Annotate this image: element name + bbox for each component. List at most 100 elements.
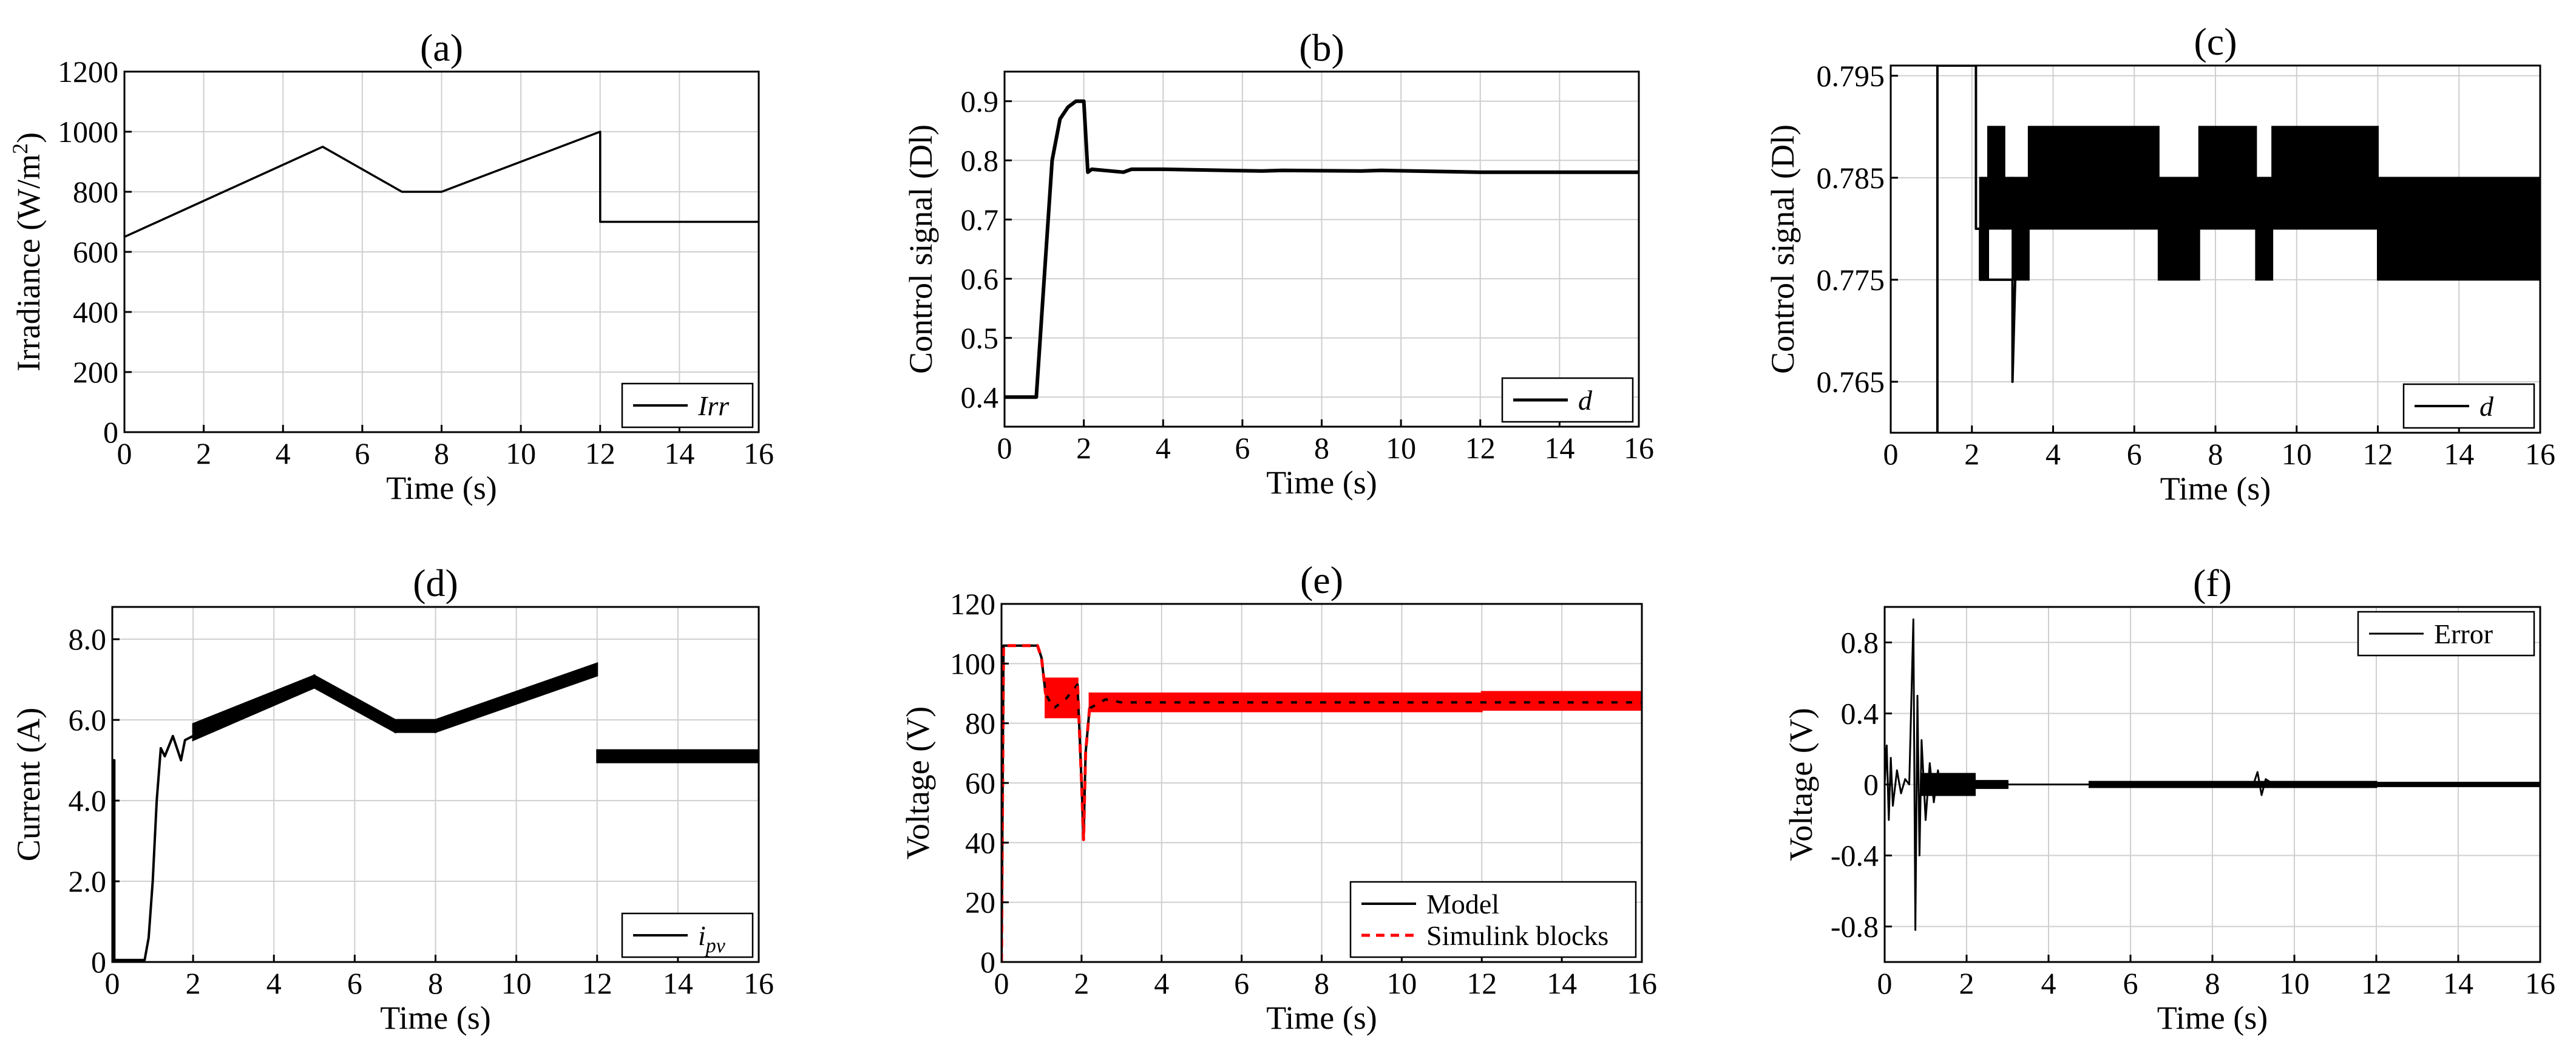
y-axis-label-sup: 2 <box>8 143 32 154</box>
chart-c: 0 2 4 6 8 10 12 14 16 0.765 0.775 0.785 0.795 (c) Time… <box>1764 20 2555 507</box>
x-tick-label: 0 <box>1883 437 1899 471</box>
x-tick-label: 6 <box>2127 437 2142 471</box>
data-layer <box>124 130 759 238</box>
x-axis-label: Time (s) <box>380 1000 491 1036</box>
x-tick-label: 16 <box>2525 966 2555 1000</box>
oscillation-band <box>1480 691 1642 711</box>
series-line-0 <box>124 130 759 238</box>
chart-b: 0 2 4 6 8 10 12 14 16 0.4 0.5 0.6 0.7 0.8 0.9 (b) Time (… <box>903 26 1654 501</box>
chart-f: 0 2 4 6 8 10 12 14 16 -0.8 -0.4 0 0.4 0.8 (f) Time (s) V… <box>1783 561 2555 1036</box>
y-axis-label-main: Current (A) <box>10 708 47 861</box>
legend-label-name: Irr <box>697 390 730 421</box>
x-tick-label: 14 <box>2443 966 2473 1000</box>
legend-label-name: d <box>1578 385 1593 416</box>
y-tick-label: 0.8 <box>1841 626 1879 660</box>
oscillation-band <box>435 662 598 734</box>
chart-title: (c) <box>2194 20 2237 63</box>
x-tick-label: 16 <box>2525 437 2555 471</box>
y-tick-label: 6.0 <box>69 703 107 737</box>
x-tick-label: 12 <box>582 966 612 1000</box>
y-tick-label: 60 <box>965 766 995 800</box>
x-tick-label: 14 <box>2444 437 2474 471</box>
y-axis-label: Control signal (Dl) <box>903 124 939 374</box>
chart-title: (b) <box>1299 26 1344 69</box>
oscillation-band <box>2157 177 2200 281</box>
y-tick-label: 20 <box>965 886 995 920</box>
y-tick-label: 1000 <box>58 115 118 149</box>
oscillation-band <box>596 749 759 764</box>
y-axis-label: Current (A) <box>10 708 47 861</box>
legend-label-0: Irr <box>697 390 730 421</box>
oscillation-band <box>2003 177 2014 230</box>
x-tick-label: 8 <box>2208 437 2223 471</box>
oscillation-band <box>2377 177 2540 281</box>
x-tick-label: 2 <box>196 436 211 470</box>
x-tick-label: 10 <box>506 436 536 470</box>
x-tick-label: 10 <box>1386 431 1416 465</box>
x-tick-label: 4 <box>266 966 282 1000</box>
chart-title: (a) <box>420 26 463 69</box>
x-tick-label: 6 <box>1235 431 1250 465</box>
legend-label-name: d <box>2479 391 2494 422</box>
x-tick-label: 8 <box>434 436 449 470</box>
y-tick-label: 0.8 <box>961 143 999 177</box>
legend-label-0: Error <box>2434 618 2493 649</box>
x-tick-label: 6 <box>347 966 362 1000</box>
x-tick-label: 4 <box>1156 431 1171 465</box>
x-tick-label: 2 <box>1959 966 1974 1000</box>
legend-label-name: Error <box>2434 618 2493 649</box>
y-tick-label: 0.6 <box>961 262 999 296</box>
data-layer <box>1936 66 2540 433</box>
y-tick-label: -0.8 <box>1831 910 1879 944</box>
y-tick-label: 0 <box>980 945 995 979</box>
series-line-0 <box>112 734 194 961</box>
y-tick-label: 0.4 <box>1841 697 1879 731</box>
chart-title: (d) <box>413 561 458 605</box>
x-tick-label: 10 <box>2279 966 2310 1000</box>
y-axis-label-main: Voltage (V) <box>900 706 936 859</box>
chart-title: (f) <box>2193 561 2232 605</box>
y-tick-label: 0 <box>91 945 106 979</box>
data-layer <box>1005 99 1639 399</box>
x-tick-label: 0 <box>994 966 1009 1000</box>
y-tick-label: 100 <box>950 646 995 680</box>
x-tick-label: 0 <box>117 436 132 470</box>
y-tick-label: 1200 <box>58 55 118 89</box>
y-axis-label-main: Irradiance (W/m <box>10 154 47 371</box>
chart-title: (e) <box>1300 558 1343 601</box>
x-tick-label: 16 <box>744 436 774 470</box>
legend-label-0: d <box>1578 385 1593 416</box>
x-tick-label: 12 <box>2361 966 2391 1000</box>
x-tick-label: 4 <box>276 436 291 470</box>
x-tick-label: 8 <box>1314 431 1329 465</box>
y-tick-label: 200 <box>73 355 118 389</box>
y-tick-label: 4.0 <box>69 784 107 818</box>
legend-label-sub: pv <box>705 935 726 957</box>
x-tick-label: 10 <box>501 966 532 1000</box>
series-line-1 <box>1002 644 1642 962</box>
x-axis-label: Time (s) <box>2160 470 2271 507</box>
legend-label-0: ipv <box>698 920 726 957</box>
oscillation-band <box>1979 177 1989 281</box>
x-tick-label: 12 <box>2363 437 2393 471</box>
y-axis-label-end: ) <box>10 132 47 143</box>
legend-label-name: Simulink blocks <box>1426 920 1608 951</box>
y-axis-label: Control signal (Dl) <box>1764 124 1801 374</box>
series-line-0 <box>1005 99 1639 399</box>
x-tick-label: 2 <box>186 966 201 1000</box>
y-tick-label: 0.5 <box>961 321 999 355</box>
x-tick-label: 16 <box>744 966 774 1000</box>
y-axis-label-main: Control signal (Dl) <box>903 124 939 374</box>
legend: Error <box>2357 611 2535 657</box>
y-tick-label: 120 <box>950 587 995 621</box>
x-tick-label: 0 <box>997 431 1012 465</box>
x-tick-label: 4 <box>2046 437 2061 471</box>
data-layer <box>1885 618 2540 931</box>
y-axis-label: Voltage (V) <box>1783 708 1819 861</box>
x-tick-label: 12 <box>585 436 615 470</box>
oscillation-band <box>2271 126 2379 230</box>
x-tick-label: 4 <box>2041 966 2056 1000</box>
legend: d <box>1501 377 1634 423</box>
series-line-0 <box>1936 66 2018 433</box>
